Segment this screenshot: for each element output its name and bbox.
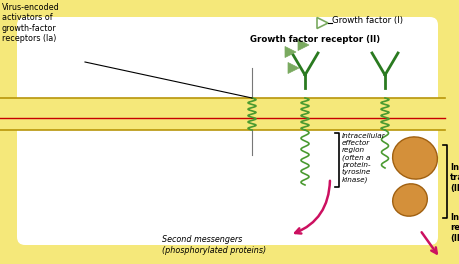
Polygon shape — [285, 46, 295, 58]
Ellipse shape — [392, 184, 426, 216]
Text: Growth factor (I): Growth factor (I) — [331, 16, 402, 25]
Text: Second messengers
(phosphorylated proteins): Second messengers (phosphorylated protei… — [162, 235, 266, 255]
Text: Intracellular
transducers
(III): Intracellular transducers (III) — [449, 163, 459, 193]
Polygon shape — [287, 63, 298, 73]
Bar — [0, 98, 444, 130]
Text: Virus-encoded
activators of
growth-factor
receptors (Ia): Virus-encoded activators of growth-facto… — [2, 3, 60, 43]
FancyBboxPatch shape — [17, 17, 437, 245]
FancyArrowPatch shape — [421, 232, 436, 253]
Text: Intracellular
effector
region
(often a
protein-
tyrosine
kinase): Intracellular effector region (often a p… — [341, 133, 385, 183]
Text: Growth factor receptor (II): Growth factor receptor (II) — [249, 35, 379, 45]
Polygon shape — [297, 40, 308, 50]
Ellipse shape — [392, 137, 437, 179]
FancyArrowPatch shape — [295, 181, 329, 233]
Text: Intracellular
receptors
(II): Intracellular receptors (II) — [449, 213, 459, 243]
